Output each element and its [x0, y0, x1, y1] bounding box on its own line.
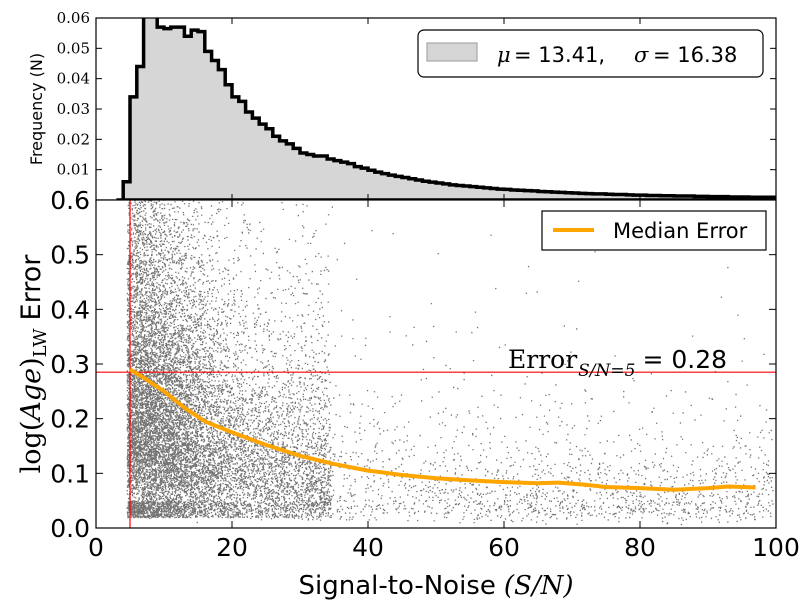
- histogram-y-tick-label: 0.01: [57, 161, 90, 179]
- scatter-y-tick-label: 0.2: [50, 405, 90, 434]
- scatter-x-tick-label: 0: [88, 533, 104, 562]
- histogram-legend-box: [417, 29, 764, 78]
- scatter-x-tick-label: 40: [352, 533, 384, 562]
- median-error-line: [128, 367, 756, 492]
- legend-mu-value: = 13.41,: [514, 43, 605, 67]
- annotation-subscript: S/N=5: [578, 361, 635, 381]
- histogram-y-tick-label: 0.05: [57, 39, 90, 57]
- histogram-legend-swatch: [426, 42, 478, 62]
- scatter-x-tick-label: 20: [216, 533, 248, 562]
- legend-sigma-value: = 16.38: [653, 43, 737, 67]
- threshold-lines: [96, 200, 776, 528]
- scatter-x-tick-label: 60: [488, 533, 520, 562]
- scatter-x-axis-label: Signal-to-Noise (S/N): [299, 571, 574, 601]
- y-label-error: Error: [16, 254, 47, 321]
- histogram-panel: 0.01 0.02 0.03 0.04 0.05 0.06 Frequency (N) μ…: [27, 9, 777, 201]
- scatter-y-tick-label: 0.5: [50, 241, 90, 270]
- histogram-y-tick-label: 0.02: [57, 130, 90, 148]
- histogram-y-tick-label: 0.06: [57, 9, 90, 27]
- annotation-error-word: Error: [508, 345, 577, 374]
- y-label-close: ): [16, 357, 47, 368]
- scatter-y-axis-label-text: log(Age)LW Error: [16, 254, 51, 474]
- scatter-y-tick-label: 0.4: [50, 295, 90, 324]
- histogram-ticks: 0.01 0.02 0.03 0.04 0.05 0.06: [57, 9, 777, 200]
- scatter-x-tick-label: 100: [752, 533, 800, 562]
- annotation-value: = 0.28: [642, 345, 727, 374]
- scatter-legend-label: Median Error: [613, 219, 748, 243]
- scatter-y-tick-label: 0.0: [50, 514, 90, 543]
- scatter-legend: Median Error: [541, 210, 767, 251]
- legend-sigma-symbol: σ: [634, 43, 649, 67]
- x-label-text: Signal-to-Noise: [299, 571, 496, 601]
- x-label-math: (S/N): [504, 571, 574, 601]
- histogram-bars: [116, 18, 776, 200]
- y-label-age: Age: [16, 368, 47, 424]
- histogram-y-axis-label: Frequency (N): [27, 53, 46, 165]
- y-label-sub: LW: [30, 328, 51, 357]
- histogram-step: [116, 18, 776, 200]
- histogram-y-tick-label: 0.03: [57, 100, 90, 118]
- legend-mu-symbol: μ: [497, 43, 511, 67]
- scatter-axes-frame: [95, 199, 777, 529]
- scatter-x-tick-label: 80: [624, 533, 656, 562]
- scatter-y-tick-label: 0.1: [50, 459, 90, 488]
- histogram-y-tick-label: 0.04: [57, 70, 90, 88]
- median-error-series: [128, 367, 756, 492]
- scatter-y-axis-label: log(Age)LW Error: [16, 254, 51, 474]
- error-annotation: Error S/N=5 = 0.28: [508, 345, 727, 381]
- scatter-y-tick-label: 0.3: [50, 350, 90, 379]
- scatter-ticks: 0.0 0.1 0.2 0.3 0.4 0.5 0.6 0 20 40 60 80 100: [50, 186, 800, 562]
- y-label-log: log(: [16, 421, 47, 474]
- scatter-y-tick-label: 0.6: [50, 186, 90, 215]
- scatter-panel: 0.0 0.1 0.2 0.3 0.4 0.5 0.6 0 20 40 60 80 100 Error …: [16, 186, 800, 601]
- scatter-point-cloud: [126, 200, 774, 526]
- histogram-legend: μ = 13.41, σ = 16.38: [417, 29, 764, 78]
- scatter-points: [126, 200, 774, 526]
